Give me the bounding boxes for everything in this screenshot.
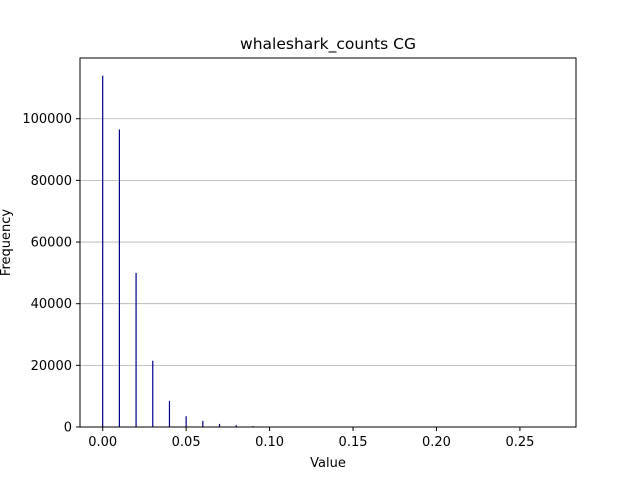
x-tick-label: 0.25 [505, 435, 534, 450]
histogram-bar [218, 423, 221, 427]
y-tick-label: 20000 [31, 359, 72, 374]
x-tick-label: 0.10 [255, 435, 284, 450]
histogram-bar [235, 425, 237, 427]
x-tick-label: 0.15 [339, 435, 368, 450]
y-tick-label: 60000 [31, 236, 72, 251]
y-tick-label: 100000 [22, 112, 72, 127]
histogram-bar [202, 420, 204, 427]
histogram-bar [118, 129, 120, 427]
histogram-bar [168, 400, 171, 427]
x-tick-label: 0.00 [88, 435, 117, 450]
y-tick-label: 40000 [31, 297, 72, 312]
grid-lines [80, 118, 576, 366]
y-tick-label: 0 [64, 421, 72, 436]
y-axis-ticks: 0 20000 40000 60000 80000 100000 [22, 112, 80, 436]
histogram-bar [102, 75, 104, 428]
x-axis-ticks: 0.00 0.05 0.10 0.15 0.20 0.25 [88, 427, 534, 450]
chart-title: whaleshark_counts CG [240, 35, 416, 54]
histogram-bar [135, 272, 137, 427]
x-axis-label: Value [310, 456, 346, 471]
y-tick-label: 80000 [31, 174, 72, 189]
x-tick-label: 0.05 [172, 435, 201, 450]
y-axis-label: Frequency [0, 209, 14, 276]
histogram-bar [152, 360, 154, 427]
histogram-bar [185, 416, 187, 427]
x-tick-label: 0.20 [422, 435, 451, 450]
